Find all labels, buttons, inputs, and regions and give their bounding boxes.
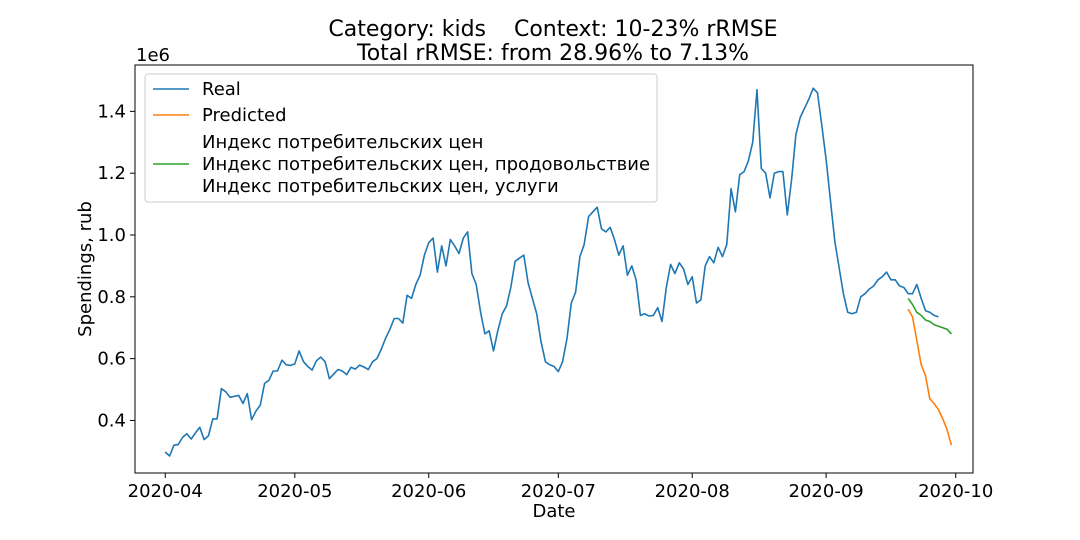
x-axis-label: Date bbox=[532, 501, 575, 522]
y-tick-label: 0.6 bbox=[97, 349, 126, 370]
legend-label-line: Индекс потребительских цен, услуги bbox=[202, 176, 559, 197]
chart-title-line1: Category: kids Context: 10-23% rRMSE bbox=[328, 17, 777, 42]
legend-label-line: Индекс потребительских цен, продовольств… bbox=[202, 154, 650, 175]
x-tick-label: 2020-07 bbox=[521, 481, 596, 502]
x-tick-label: 2020-08 bbox=[655, 481, 730, 502]
y-tick-label: 0.4 bbox=[97, 410, 126, 431]
y-tick-label: 0.8 bbox=[97, 287, 126, 308]
y-tick-label: 1.4 bbox=[97, 101, 126, 122]
y-axis-label: Spendings, rub bbox=[75, 201, 96, 337]
legend-label-predicted: Predicted bbox=[202, 105, 287, 126]
legend-label-line: Индекс потребительских цен bbox=[202, 132, 483, 153]
series-layer bbox=[164, 87, 953, 457]
y-tick-label: 1.0 bbox=[97, 225, 126, 246]
series-line-cpi bbox=[907, 297, 952, 335]
legend-frame bbox=[144, 73, 658, 203]
x-tick-label: 2020-04 bbox=[128, 481, 203, 502]
series-line-real bbox=[164, 87, 939, 457]
y-tick-label: 1.2 bbox=[97, 163, 126, 184]
legend-label-cpi: Индекс потребительских цен Индекс потреби… bbox=[202, 132, 650, 197]
legend-label-real: Real bbox=[202, 79, 241, 100]
y-axis: 0.4 0.6 0.8 1.0 1.2 1.4 bbox=[97, 101, 135, 431]
y-axis-offset-label: 1e6 bbox=[136, 45, 170, 66]
x-tick-label: 2020-10 bbox=[918, 481, 993, 502]
chart-title-line2: Total rRMSE: from 28.96% to 7.13% bbox=[356, 41, 749, 66]
x-axis: 2020-04 2020-05 2020-06 2020-07 2020-08 2020-… bbox=[128, 473, 993, 502]
x-tick-label: 2020-05 bbox=[257, 481, 332, 502]
legend: Real Predicted Индекс потребительских це… bbox=[144, 73, 658, 203]
series-line-predicted bbox=[907, 308, 953, 446]
x-tick-label: 2020-06 bbox=[391, 481, 466, 502]
x-tick-label: 2020-09 bbox=[789, 481, 864, 502]
